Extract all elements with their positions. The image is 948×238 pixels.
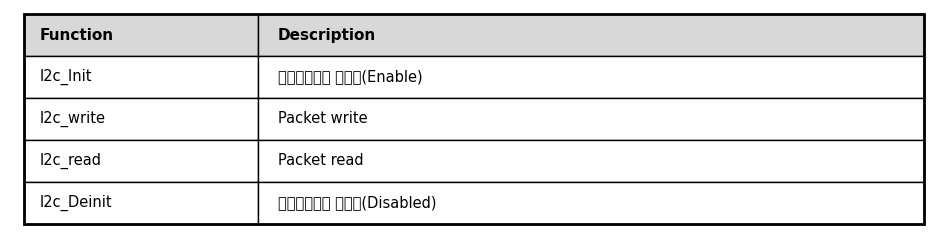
Bar	[258, 14, 924, 56]
Bar	[258, 56, 924, 98]
Text: 기본설정으로 초기화(Disabled): 기본설정으로 초기화(Disabled)	[278, 195, 436, 210]
Text: Packet read: Packet read	[278, 153, 363, 169]
Text: I2c_Init: I2c_Init	[40, 69, 93, 85]
Text: I2c_Deinit: I2c_Deinit	[40, 195, 113, 211]
Bar	[24, 98, 258, 140]
Bar	[258, 98, 924, 140]
Text: I2c_write: I2c_write	[40, 111, 106, 127]
Text: I2c_read: I2c_read	[40, 153, 102, 169]
Bar	[24, 182, 258, 224]
Bar	[258, 182, 924, 224]
Bar	[24, 14, 924, 224]
Bar	[24, 140, 258, 182]
Text: Description: Description	[278, 28, 376, 43]
Text: Function: Function	[40, 28, 114, 43]
Text: Packet write: Packet write	[278, 111, 368, 127]
Bar	[24, 56, 258, 98]
Bar	[258, 140, 924, 182]
Text: 기본설정으로 초기화(Enable): 기본설정으로 초기화(Enable)	[278, 69, 423, 85]
Bar	[24, 14, 258, 56]
